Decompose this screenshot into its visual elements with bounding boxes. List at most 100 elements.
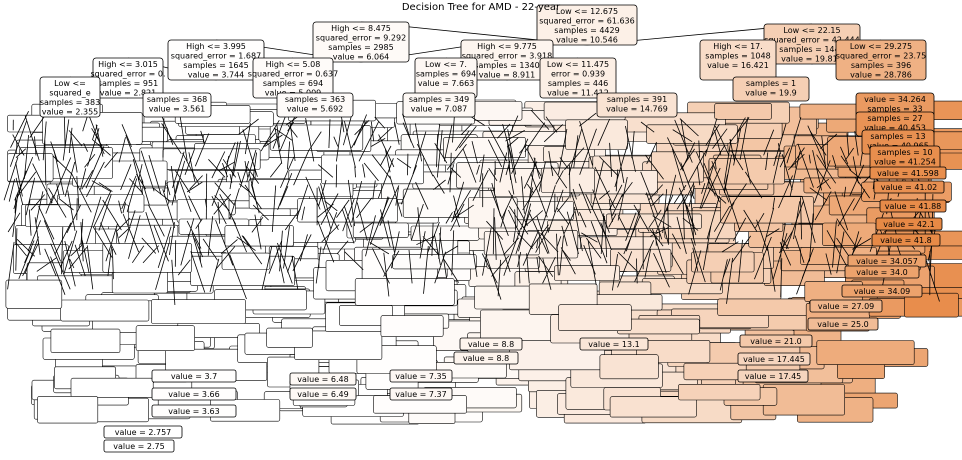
tree-node-box bbox=[51, 329, 120, 353]
tree-node-box bbox=[600, 355, 658, 379]
tree-node-text: samples = 396 bbox=[851, 61, 911, 70]
leaf-value-label: value = 34.0 bbox=[856, 268, 907, 277]
tree-node-box bbox=[38, 396, 98, 423]
leaf-value-label: value = 41.02 bbox=[881, 183, 938, 192]
tree-node-text: High <= 17. bbox=[713, 42, 763, 51]
tree-node-box bbox=[684, 363, 746, 380]
leaf-value-label: value = 25.0 bbox=[817, 320, 868, 329]
tree-node-text: error = 0.939 bbox=[551, 70, 605, 79]
tree-node-box bbox=[267, 328, 313, 347]
leaf-value-label: value = 6.49 bbox=[297, 390, 348, 399]
tree-node-text: value = 3.561 bbox=[149, 105, 206, 114]
tree-node-text: value = 14.769 bbox=[606, 105, 668, 114]
tree-node-box bbox=[355, 279, 454, 306]
tree-node-box bbox=[678, 384, 760, 400]
leaf-value-label: value = 8.8 bbox=[463, 354, 509, 363]
tree-node-box bbox=[709, 158, 785, 184]
tree-node-text: High <= 5.08 bbox=[266, 60, 321, 69]
tree-node-box bbox=[715, 103, 772, 119]
figure-title: Decision Tree for AMD - 22-year bbox=[0, 2, 962, 13]
tree-node-box bbox=[647, 125, 738, 144]
tree-node-box bbox=[817, 341, 914, 365]
tree-node-text: samples = 368 bbox=[147, 95, 207, 104]
tree-node-text: Low <= 22.15 bbox=[783, 26, 840, 35]
leaf-value-label: value = 8.8 bbox=[468, 340, 514, 349]
tree-node-text: samples = 363 bbox=[285, 95, 345, 104]
tree-node-text: value = 16.421 bbox=[707, 61, 769, 70]
leaf-value-label: value = 6.48 bbox=[297, 375, 348, 384]
tree-node-text: value = 7.087 bbox=[411, 105, 468, 114]
tree-node-box bbox=[6, 280, 62, 308]
leaf-value-label: value = 7.37 bbox=[395, 390, 446, 399]
tree-node-text: samples = 446 bbox=[548, 79, 608, 88]
leaf-value-label: value = 21.0 bbox=[750, 337, 801, 346]
leaf-value-label: value = 27.09 bbox=[818, 302, 875, 311]
tree-node-text: samples = 13 bbox=[870, 132, 925, 141]
tree-node-text: samples = 1048 bbox=[705, 52, 770, 61]
tree-node-text: High <= 9.775 bbox=[477, 42, 537, 51]
leaf-value-label: value = 17.445 bbox=[743, 355, 805, 364]
tree-node-box bbox=[444, 137, 526, 157]
tree-node-box bbox=[71, 378, 153, 397]
tree-node-text: value = 6.064 bbox=[333, 53, 390, 62]
tree-node-box bbox=[823, 223, 876, 246]
tree-node-box bbox=[136, 326, 195, 351]
tree-node-box bbox=[225, 226, 294, 247]
tree-node-text: samples = 2985 bbox=[328, 43, 393, 52]
leaf-value-label: value = 7.35 bbox=[395, 372, 446, 381]
tree-node-text: samples = 1 bbox=[746, 79, 796, 88]
tree-node-text: squared_error = 23.75 bbox=[836, 52, 926, 61]
tree-node-box bbox=[393, 254, 477, 269]
leaf-value-label: value = 41.8 bbox=[880, 236, 931, 245]
tree-edge bbox=[336, 165, 337, 188]
tree-node-text: value = 2.355 bbox=[42, 108, 99, 117]
tree-node-text: samples = 694 bbox=[416, 70, 476, 79]
leaf-value-label: value = 34.09 bbox=[854, 287, 911, 296]
leaf-value-label: value = 3.63 bbox=[168, 407, 219, 416]
tree-node-text: squared_error = 1.687 bbox=[171, 52, 261, 61]
leaf-value-label: value = 17.45 bbox=[745, 372, 802, 381]
tree-node-text: High <= 3.995 bbox=[186, 42, 246, 51]
tree-node-box bbox=[7, 154, 53, 182]
tree-node-text: squared_error = 61.636 bbox=[539, 17, 634, 26]
tree-node-box bbox=[381, 316, 443, 337]
tree-node-text: value = 19.9 bbox=[745, 89, 796, 98]
tree-node-text: samples = 349 bbox=[409, 95, 469, 104]
tree-node-text: squared_error = 0.637 bbox=[248, 70, 338, 79]
tree-node-text: value = 10.546 bbox=[556, 36, 618, 45]
tree-node-text: samples = 10 bbox=[877, 148, 932, 157]
tree-node-box bbox=[559, 305, 632, 331]
tree-node-box bbox=[270, 125, 363, 150]
tree-node-text: value = 41.254 bbox=[874, 158, 936, 167]
tree-node-box bbox=[541, 168, 594, 192]
tree-node-text: value = 34.264 bbox=[864, 95, 926, 104]
leaf-value-label: value = 41.598 bbox=[877, 169, 939, 178]
tree-node-text: squared_error = 9.292 bbox=[316, 34, 406, 43]
tree-clutter bbox=[4, 100, 962, 424]
leaf-value-label: value = 34.057 bbox=[856, 257, 918, 266]
tree-node-text: value = 5.692 bbox=[287, 105, 344, 114]
tree-node-text: value = 28.786 bbox=[850, 71, 912, 80]
tree-node-box bbox=[151, 300, 245, 324]
tree-node-box bbox=[554, 266, 619, 281]
leaf-value-label: value = 3.7 bbox=[171, 372, 217, 381]
tree-node-text: High <= 3.015 bbox=[98, 60, 158, 69]
tree-node-text: Low <= bbox=[54, 79, 86, 88]
tree-node-text: samples = 951 bbox=[98, 79, 158, 88]
leaf-value-label: value = 3.66 bbox=[168, 390, 219, 399]
tree-node-text: samples = 383 bbox=[40, 98, 100, 107]
tree-node-text: High <= 8.475 bbox=[331, 24, 391, 33]
leaf-value-label: value = 42.1 bbox=[883, 220, 934, 229]
